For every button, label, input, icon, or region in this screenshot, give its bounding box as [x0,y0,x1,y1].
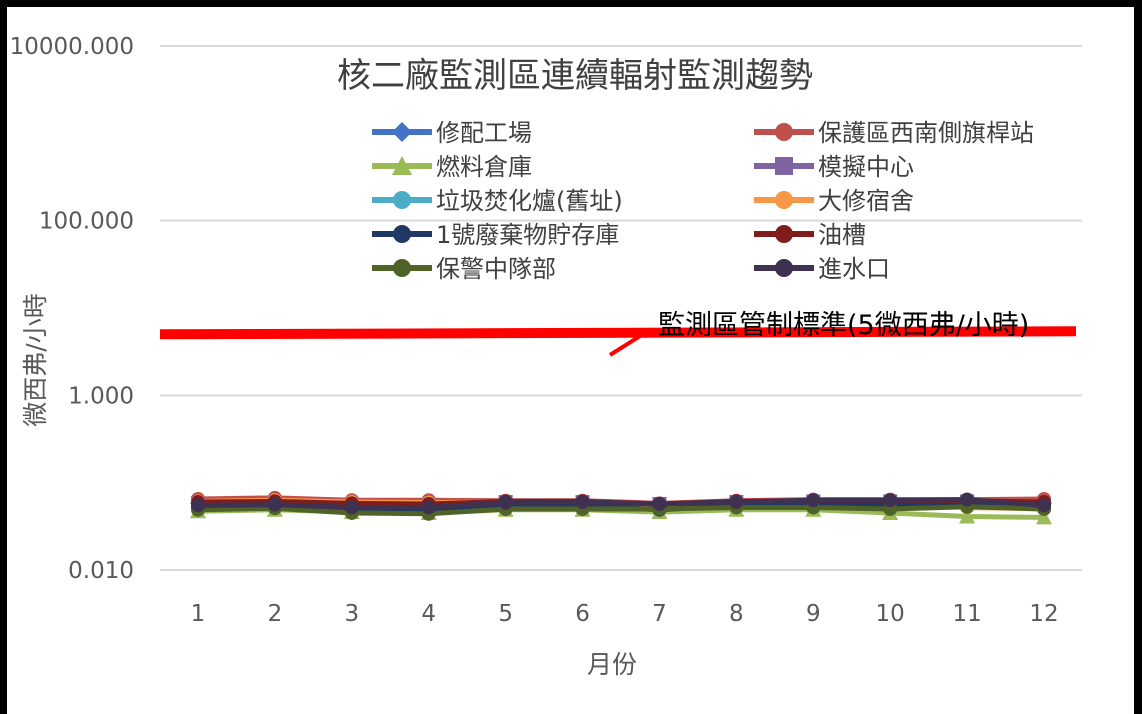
x-tick-label: 9 [806,601,821,627]
x-tick-label: 10 [876,601,905,627]
gridlines [160,45,1082,571]
chart-title: 核二廠監測區連續輻射監測趨勢 [337,56,813,96]
legend-marker [775,259,793,277]
legend-label: 大修宿舍 [818,187,914,215]
legend-item: 模擬中心 [754,153,914,181]
y-tick-label: 1.000 [68,383,134,409]
data-point [959,508,976,524]
y-axis-title: 微西弗/小時 [21,293,50,426]
legend-label: 修配工場 [436,119,532,147]
data-point [191,498,205,513]
legend-label: 保警中隊部 [436,255,556,283]
data-point [344,500,359,515]
data-point [575,495,590,510]
x-tick-label: 1 [191,601,206,627]
legend-item: 保警中隊部 [372,255,556,283]
legend-marker [392,156,412,175]
legend-item: 保護區西南側旗桿站 [754,119,1034,147]
y-tick-label: 0.010 [68,558,134,584]
x-tick-label: 8 [729,601,744,627]
legend-item: 燃料倉庫 [372,153,532,181]
x-axis-ticks: 1 2 3 4 5 6 7 8 9 10 11 12 [191,601,1059,627]
data-point [883,493,898,508]
x-tick-label: 6 [575,601,590,627]
legend-label: 垃圾焚化爐(舊址) [436,187,623,215]
legend-marker [775,157,793,175]
x-tick-label: 3 [344,601,359,627]
legend-marker [775,123,793,141]
data-point [960,492,975,507]
y-tick-label: 100.000 [39,209,134,235]
legend-marker [393,191,411,209]
data-point [652,496,667,511]
data-point [1036,509,1052,525]
data-point [729,495,744,510]
x-tick-label: 5 [498,601,513,627]
y-axis-ticks: 10000.000 100.000 1.000 0.010 [10,34,134,584]
series-line [197,504,1045,517]
data-point [806,493,821,508]
x-tick-label: 12 [1029,601,1058,627]
legend-marker [775,191,793,209]
reference-label: 監測區管制標準(5微西弗/小時) [658,310,1029,341]
series-layer [190,490,1052,525]
data-point [267,497,282,512]
legend-item: 修配工場 [372,119,532,147]
data-point [421,500,436,515]
legend-marker [393,225,411,243]
legend-label: 燃料倉庫 [436,153,532,181]
legend-marker [775,225,793,243]
x-axis-title: 月份 [587,650,637,679]
x-tick-label: 11 [952,601,981,627]
series-line [197,497,1045,510]
legend-label: 油槽 [818,221,866,249]
legend-label: 1號廢棄物貯存庫 [436,221,619,249]
legend-label: 保護區西南側旗桿站 [818,119,1034,147]
legend-marker [393,259,411,277]
x-tick-label: 2 [268,601,283,627]
legend-item: 油槽 [754,221,866,249]
legend-item: 進水口 [754,255,890,283]
reference-line [159,326,1077,340]
data-point [498,495,513,510]
series [191,492,1051,515]
x-tick-label: 4 [421,601,436,627]
legend-label: 模擬中心 [818,153,914,181]
legend-item: 垃圾焚化爐(舊址) [372,187,623,215]
legend-marker [392,122,412,142]
legend-label: 進水口 [818,255,890,283]
y-tick-label: 10000.000 [10,34,134,60]
legend-item: 大修宿舍 [754,187,914,215]
x-tick-label: 7 [652,601,667,627]
reference-arrow [608,328,652,357]
data-point [1037,498,1051,513]
legend-item: 1號廢棄物貯存庫 [372,221,619,249]
